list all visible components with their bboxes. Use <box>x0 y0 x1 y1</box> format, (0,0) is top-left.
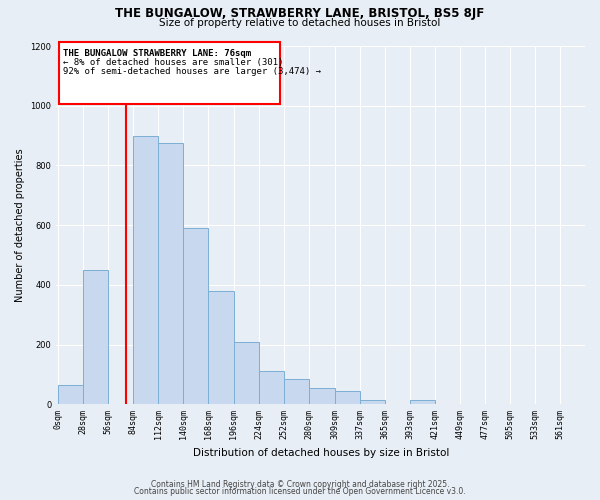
Text: Contains public sector information licensed under the Open Government Licence v3: Contains public sector information licen… <box>134 487 466 496</box>
Text: ← 8% of detached houses are smaller (301): ← 8% of detached houses are smaller (301… <box>62 58 283 67</box>
Text: Contains HM Land Registry data © Crown copyright and database right 2025.: Contains HM Land Registry data © Crown c… <box>151 480 449 489</box>
Bar <box>184 228 208 404</box>
Bar <box>58 385 83 404</box>
Bar <box>233 342 259 404</box>
Text: 92% of semi-detached houses are larger (3,474) →: 92% of semi-detached houses are larger (… <box>62 67 320 76</box>
Bar <box>284 379 308 404</box>
Bar <box>133 136 158 404</box>
FancyBboxPatch shape <box>59 42 280 104</box>
Bar <box>410 400 435 404</box>
Text: Size of property relative to detached houses in Bristol: Size of property relative to detached ho… <box>160 18 440 28</box>
X-axis label: Distribution of detached houses by size in Bristol: Distribution of detached houses by size … <box>193 448 449 458</box>
Y-axis label: Number of detached properties: Number of detached properties <box>15 148 25 302</box>
Bar <box>335 391 359 404</box>
Bar <box>259 372 284 404</box>
Bar <box>308 388 335 404</box>
Bar <box>359 400 385 404</box>
Text: THE BUNGALOW STRAWBERRY LANE: 76sqm: THE BUNGALOW STRAWBERRY LANE: 76sqm <box>62 49 251 58</box>
Bar <box>83 270 108 404</box>
Bar <box>158 143 184 405</box>
Text: THE BUNGALOW, STRAWBERRY LANE, BRISTOL, BS5 8JF: THE BUNGALOW, STRAWBERRY LANE, BRISTOL, … <box>115 8 485 20</box>
Bar <box>208 291 233 405</box>
